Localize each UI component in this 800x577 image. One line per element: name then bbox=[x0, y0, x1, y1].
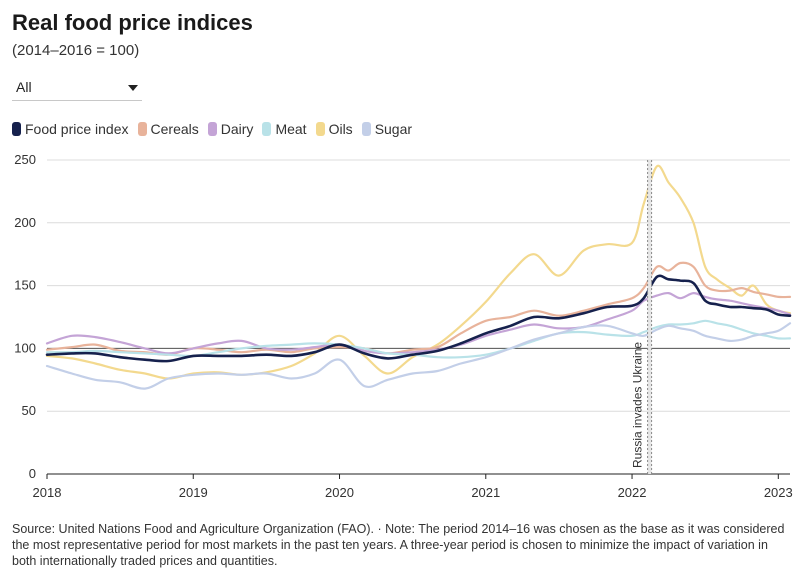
y-tick-label: 100 bbox=[14, 340, 36, 355]
annotation-label: Russia invades Ukraine bbox=[631, 342, 645, 468]
chart-annotation: Russia invades Ukraine bbox=[631, 160, 653, 474]
y-tick-label: 250 bbox=[14, 152, 36, 167]
series-line-cereals bbox=[45, 261, 792, 356]
legend-swatch bbox=[12, 122, 21, 136]
x-tick-label: 2018 bbox=[33, 485, 62, 500]
chevron-down-icon bbox=[128, 85, 138, 91]
y-tick-label: 50 bbox=[22, 403, 36, 418]
legend-item: Oils bbox=[315, 121, 353, 137]
legend-swatch bbox=[361, 122, 371, 136]
chart-grid: 0 50 100 150 200 250 bbox=[14, 152, 790, 481]
x-tick-label: 2020 bbox=[325, 485, 354, 500]
line-chart: 0 50 100 150 200 250 2018 2019 2020 2021 2022 2023… bbox=[14, 152, 793, 500]
legend-label: Cereals bbox=[150, 121, 199, 137]
x-tick-label: 2023 bbox=[764, 485, 793, 500]
series-line-sugar bbox=[45, 322, 792, 390]
legend-item: Sugar bbox=[361, 121, 413, 137]
x-axis: 2018 2019 2020 2021 2022 2023 bbox=[33, 473, 793, 500]
series-line-oils bbox=[45, 164, 792, 380]
series-filter-dropdown[interactable]: All bbox=[12, 74, 142, 101]
legend-swatch bbox=[207, 122, 217, 136]
legend-item: Cereals bbox=[137, 121, 199, 137]
y-tick-label: 200 bbox=[14, 215, 36, 230]
y-tick-label: 0 bbox=[29, 466, 36, 481]
y-tick-label: 150 bbox=[14, 278, 36, 293]
legend-swatch bbox=[137, 122, 147, 136]
legend-label: Oils bbox=[328, 121, 353, 137]
annotation-band bbox=[647, 160, 652, 474]
legend-label: Meat bbox=[275, 121, 307, 137]
legend-item: Food price index bbox=[12, 121, 129, 137]
dropdown-selected-value: All bbox=[16, 79, 32, 95]
legend-label: Sugar bbox=[374, 121, 413, 137]
x-tick-label: 2019 bbox=[179, 485, 208, 500]
legend-label: Food price index bbox=[25, 121, 129, 137]
legend-item: Dairy bbox=[207, 121, 254, 137]
legend-label: Dairy bbox=[220, 121, 254, 137]
page-subtitle: (2014–2016 = 100) bbox=[12, 42, 140, 59]
x-tick-label: 2022 bbox=[618, 485, 647, 500]
chart-legend: Food price index Cereals Dairy Meat Oils Suga… bbox=[12, 121, 421, 137]
page-title: Real food price indices bbox=[12, 10, 253, 35]
x-tick-label: 2021 bbox=[471, 485, 500, 500]
source-note: Source: United Nations Food and Agricult… bbox=[12, 522, 785, 568]
chart-series-lines bbox=[45, 164, 792, 390]
series-line-dairy bbox=[45, 291, 792, 355]
legend-swatch bbox=[315, 122, 325, 136]
legend-item: Meat bbox=[262, 121, 307, 137]
legend-swatch bbox=[262, 122, 272, 136]
series-line-food-price-index bbox=[45, 274, 792, 363]
